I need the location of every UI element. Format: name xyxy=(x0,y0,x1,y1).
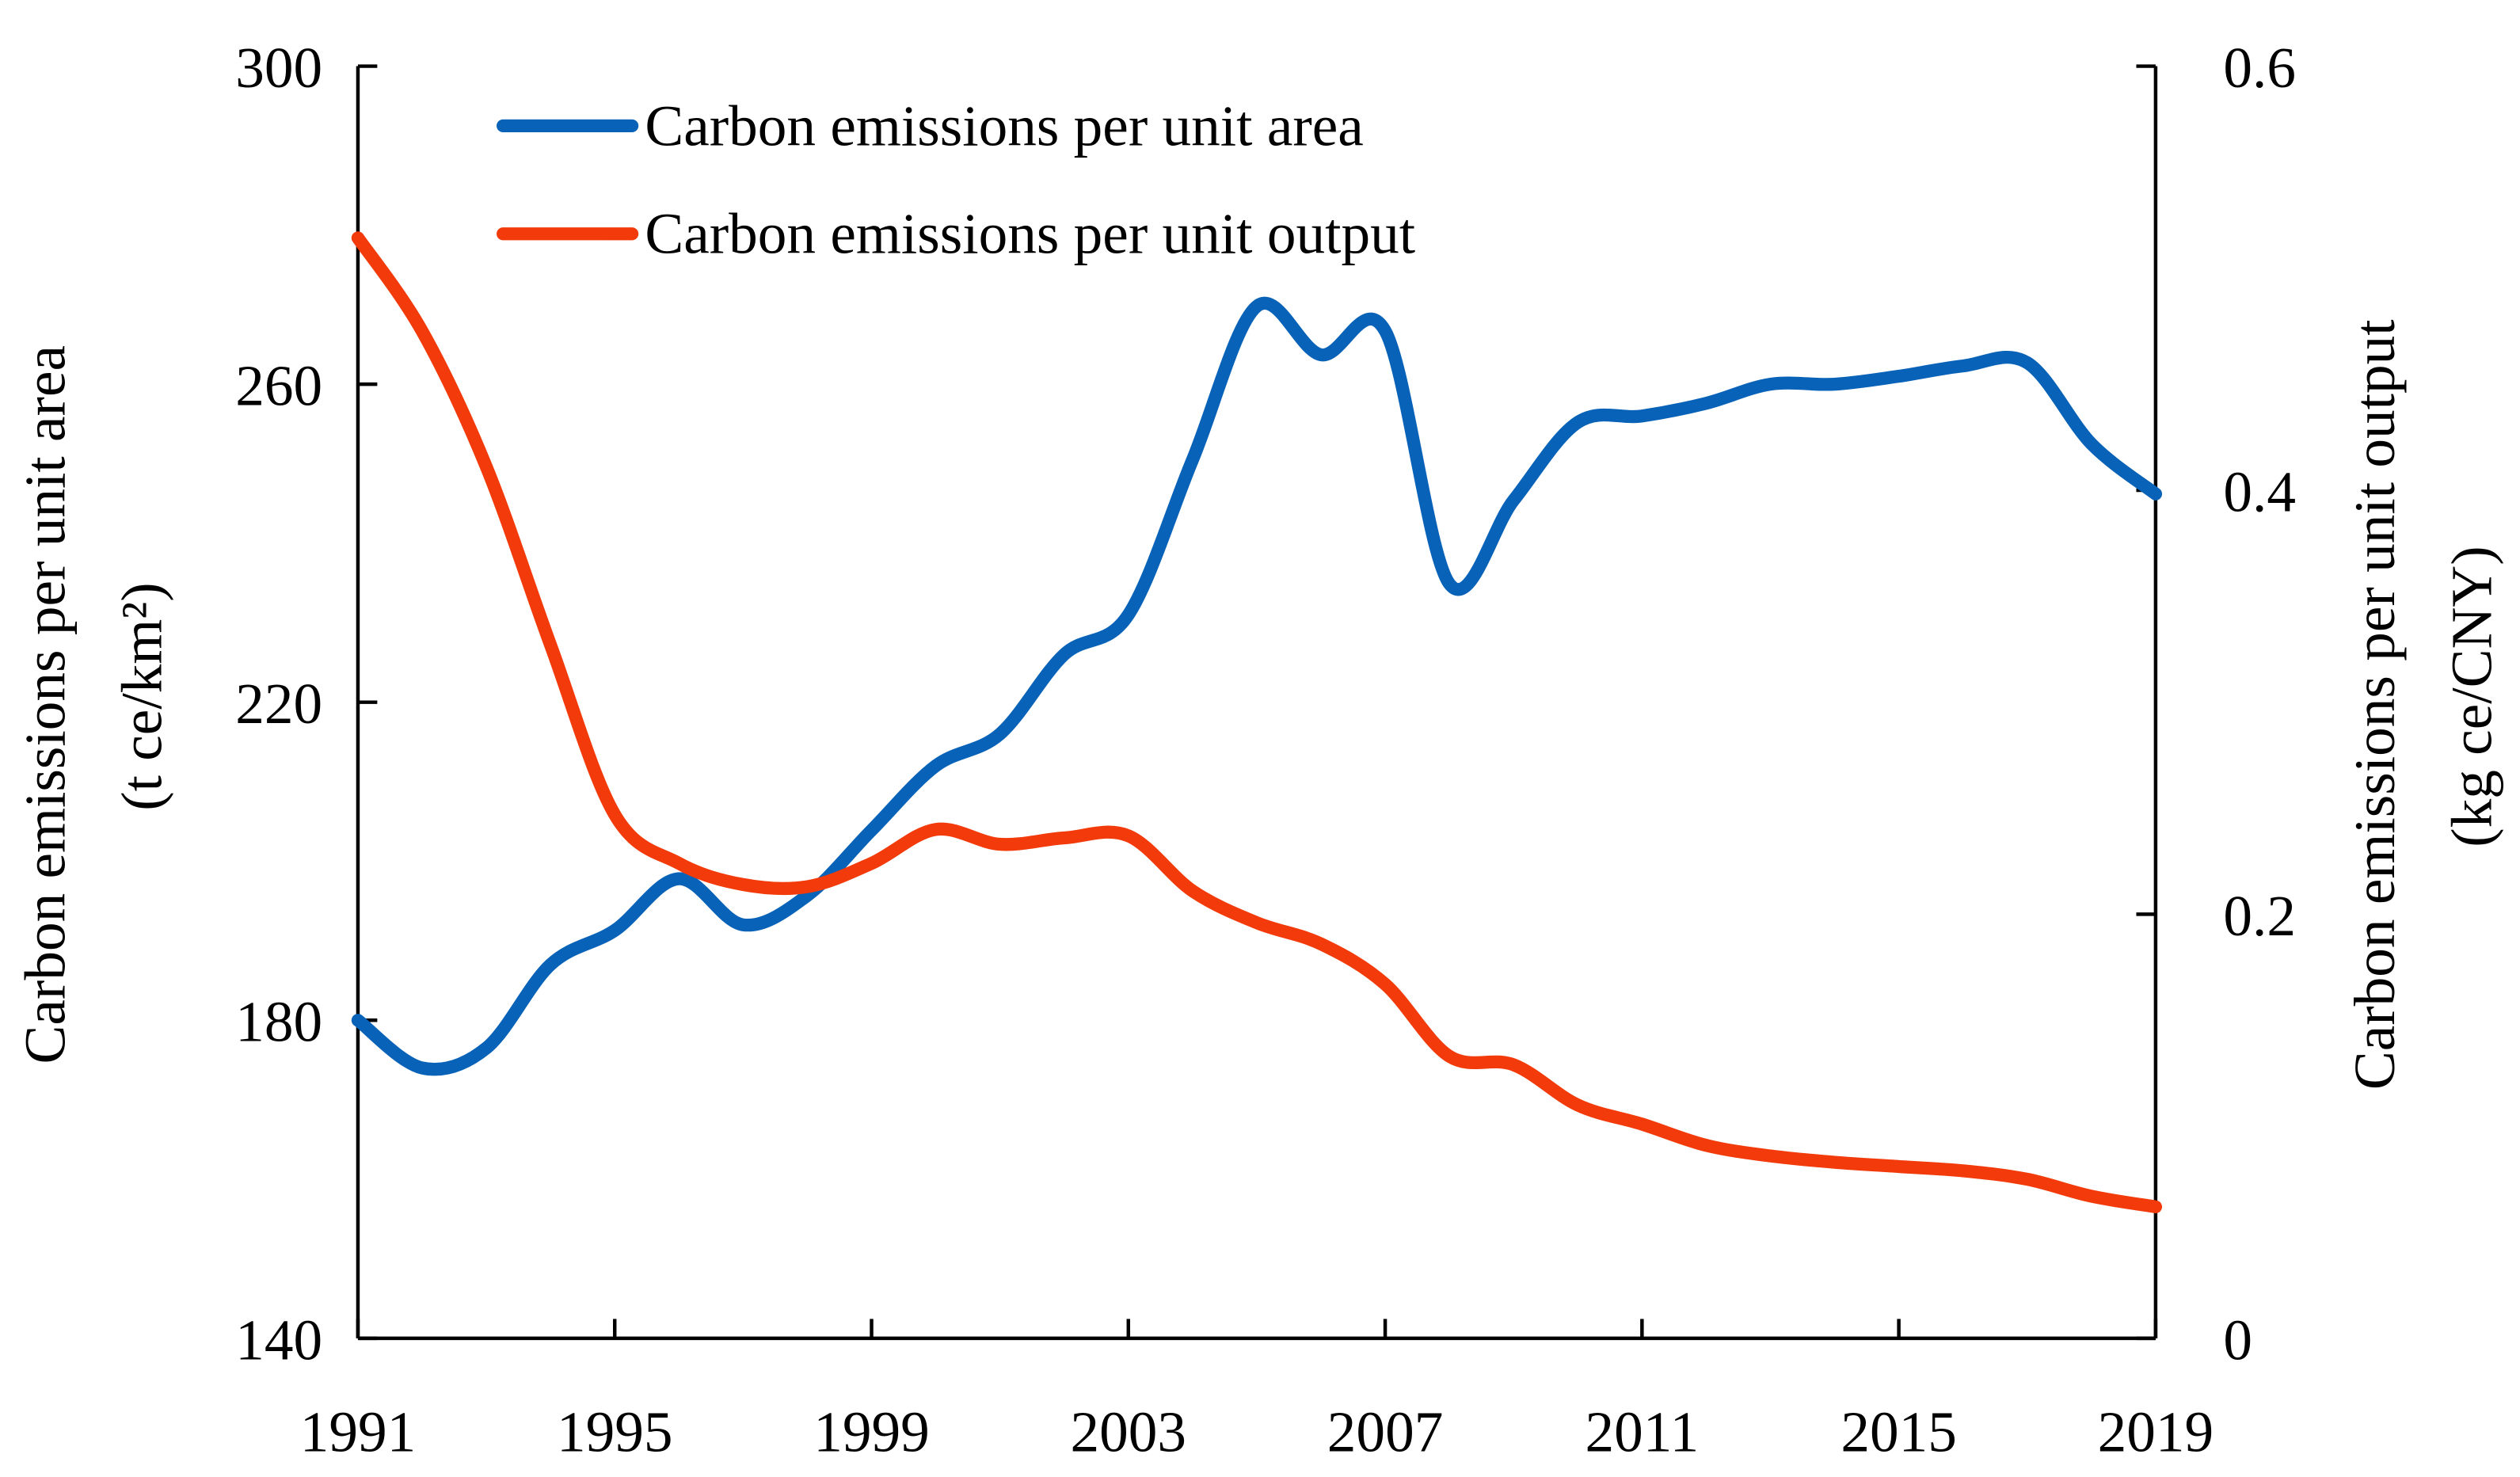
x-tick-label: 2019 xyxy=(2098,1399,2214,1464)
x-tick-label: 2003 xyxy=(1071,1399,1187,1464)
y-left-tick-label: 300 xyxy=(235,36,322,100)
y-right-tick-label: 0.2 xyxy=(2223,884,2296,948)
y-axis-right-label-line1: Carbon emissions per unit output xyxy=(2343,319,2407,1090)
y-left-tick-label: 140 xyxy=(235,1308,322,1372)
axes: 140 180 220 260 300 0 0.2 0.4 0.6 1991 1995 1999 200… xyxy=(235,36,2296,1464)
series-lines xyxy=(351,231,2163,1213)
x-tick-label: 1995 xyxy=(557,1399,673,1464)
legend-label-output: Carbon emissions per unit output xyxy=(645,202,1415,266)
legend: Carbon emissions per unit area Carbon em… xyxy=(497,93,1415,266)
y-left-tick-label: 220 xyxy=(235,672,322,736)
x-tick-label: 2007 xyxy=(1327,1399,1444,1464)
x-tick-label: 1991 xyxy=(300,1399,417,1464)
y-left-tick-label: 260 xyxy=(235,354,322,418)
y-right-tick-label: 0.6 xyxy=(2223,36,2296,100)
series-line-area xyxy=(351,296,2163,1076)
y-axis-right-label-line2: (kg ce/CNY) xyxy=(2439,546,2503,847)
x-tick-label: 2011 xyxy=(1585,1399,1699,1464)
legend-label-area: Carbon emissions per unit area xyxy=(645,93,1363,158)
y-right-tick-label: 0.4 xyxy=(2223,459,2296,523)
y-axis-left-label-line2: (t ce/km²) xyxy=(110,582,174,810)
x-tick-label: 1999 xyxy=(813,1399,930,1464)
y-right-tick-label: 0 xyxy=(2223,1308,2252,1372)
y-axis-left-label-line1: Carbon emissions per unit area xyxy=(13,345,77,1064)
y-left-tick-label: 180 xyxy=(235,990,322,1054)
x-tick-label: 2015 xyxy=(1841,1399,1957,1464)
